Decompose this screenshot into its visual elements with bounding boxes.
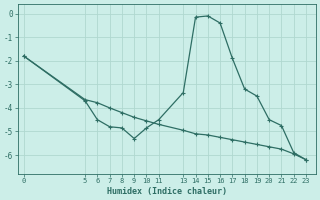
X-axis label: Humidex (Indice chaleur): Humidex (Indice chaleur) bbox=[107, 187, 227, 196]
